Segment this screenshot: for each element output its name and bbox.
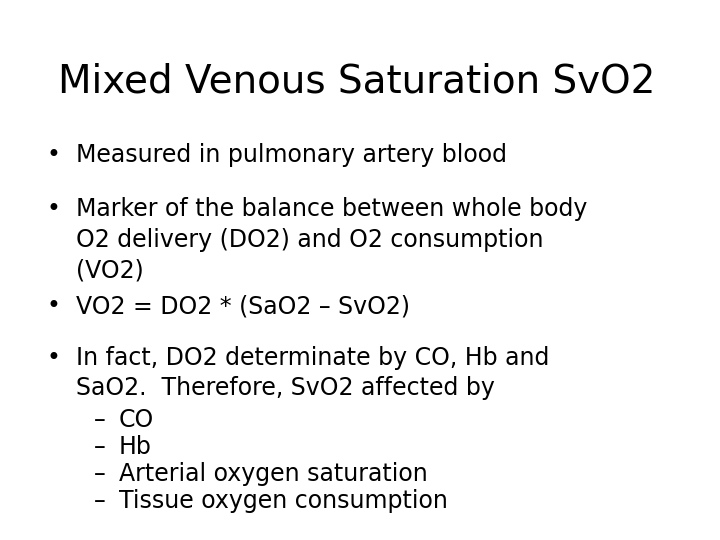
Text: Measured in pulmonary artery blood: Measured in pulmonary artery blood: [76, 143, 507, 167]
Text: –: –: [94, 462, 105, 485]
Text: –: –: [94, 489, 105, 512]
Text: Mixed Venous Saturation SvO2: Mixed Venous Saturation SvO2: [58, 62, 655, 100]
Text: •: •: [47, 143, 60, 167]
Text: •: •: [47, 294, 60, 318]
Text: VO2 = DO2 * (SaO2 – SvO2): VO2 = DO2 * (SaO2 – SvO2): [76, 294, 410, 318]
Text: Arterial oxygen saturation: Arterial oxygen saturation: [119, 462, 428, 485]
Text: Tissue oxygen consumption: Tissue oxygen consumption: [119, 489, 448, 512]
Text: Marker of the balance between whole body
O2 delivery (DO2) and O2 consumption
(V: Marker of the balance between whole body…: [76, 197, 587, 282]
Text: –: –: [94, 408, 105, 431]
Text: •: •: [47, 197, 60, 221]
Text: •: •: [47, 346, 60, 369]
Text: Hb: Hb: [119, 435, 152, 458]
Text: CO: CO: [119, 408, 154, 431]
Text: In fact, DO2 determinate by CO, Hb and
SaO2.  Therefore, SvO2 affected by: In fact, DO2 determinate by CO, Hb and S…: [76, 346, 549, 400]
Text: –: –: [94, 435, 105, 458]
